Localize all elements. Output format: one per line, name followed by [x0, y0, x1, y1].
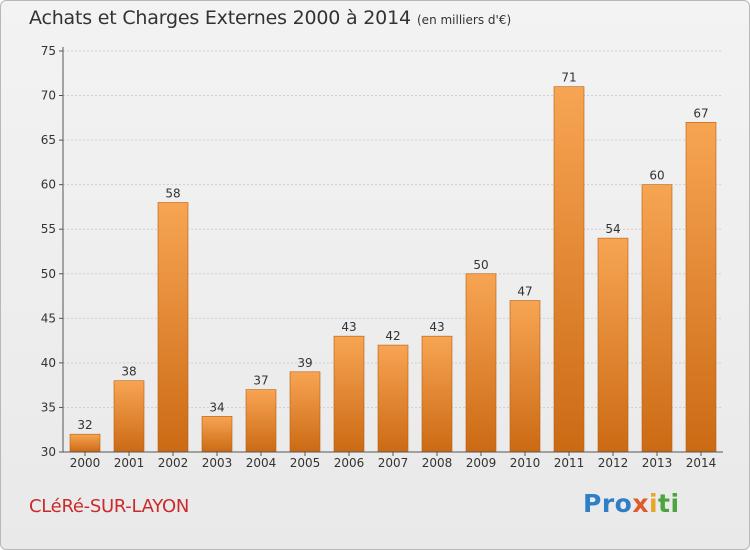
x-tick-label: 2014	[686, 456, 717, 470]
value-label: 47	[517, 285, 532, 299]
y-tick-label: 50	[41, 267, 56, 281]
bar-2007	[377, 344, 409, 453]
value-label: 43	[429, 320, 444, 334]
y-tick-label: 40	[41, 356, 56, 370]
value-label: 32	[77, 418, 92, 432]
x-tick-label: 2011	[554, 456, 585, 470]
x-tick-label: 2003	[202, 456, 233, 470]
y-tick-label: 60	[41, 178, 56, 192]
bar-2012	[597, 237, 629, 453]
value-label: 42	[385, 329, 400, 343]
bar-2013	[641, 184, 673, 453]
value-label: 43	[341, 320, 356, 334]
x-tick-label: 2008	[422, 456, 453, 470]
x-tick-label: 2001	[114, 456, 145, 470]
chart-title: Achats et Charges Externes 2000 à 2014	[29, 7, 411, 29]
y-tick-label: 75	[41, 44, 56, 58]
value-label: 50	[473, 258, 488, 272]
bar-2002	[157, 202, 189, 453]
bar-2005	[289, 371, 321, 453]
value-label: 34	[209, 400, 224, 414]
bar-2004	[245, 389, 277, 453]
value-label: 60	[649, 169, 664, 183]
value-label: 67	[693, 106, 708, 120]
proxiti-logo: Proxiti	[583, 489, 680, 518]
value-label: 37	[253, 374, 268, 388]
value-label: 39	[297, 356, 312, 370]
y-tick-label: 70	[41, 89, 56, 103]
x-tick-label: 2002	[158, 456, 189, 470]
x-tick-label: 2000	[70, 456, 101, 470]
y-tick-label: 45	[41, 311, 56, 325]
x-tick-label: 2010	[510, 456, 541, 470]
chart-subtitle: (en milliers d'€)	[417, 13, 512, 27]
x-tick-label: 2005	[290, 456, 321, 470]
y-tick-label: 55	[41, 222, 56, 236]
labels: 30 35 40 45 50 55 60 65 70 75 32 2000 38 2001 58 2002 34…	[41, 44, 717, 470]
bar-2001	[113, 380, 145, 453]
value-label: 54	[605, 222, 620, 236]
axes	[59, 47, 723, 456]
bar-2014	[685, 121, 717, 453]
commune-name: CLéRé-SUR-LAYON	[29, 496, 189, 517]
x-tick-label: 2007	[378, 456, 409, 470]
x-tick-label: 2006	[334, 456, 365, 470]
bar-2000	[69, 433, 101, 453]
y-tick-label: 30	[41, 445, 56, 459]
bars	[69, 86, 717, 453]
x-tick-label: 2012	[598, 456, 629, 470]
bar-2006	[333, 335, 365, 453]
x-tick-label: 2009	[466, 456, 497, 470]
bar-2008	[421, 335, 453, 453]
value-label: 71	[561, 71, 576, 85]
x-tick-label: 2004	[246, 456, 277, 470]
bar-2011	[553, 86, 585, 453]
bar-2010	[509, 300, 541, 453]
value-label: 58	[165, 186, 180, 200]
bar-2003	[201, 416, 233, 453]
bar-2009	[465, 273, 497, 453]
y-tick-label: 65	[41, 133, 56, 147]
value-label: 38	[121, 365, 136, 379]
y-tick-label: 35	[41, 400, 56, 414]
x-tick-label: 2013	[642, 456, 673, 470]
